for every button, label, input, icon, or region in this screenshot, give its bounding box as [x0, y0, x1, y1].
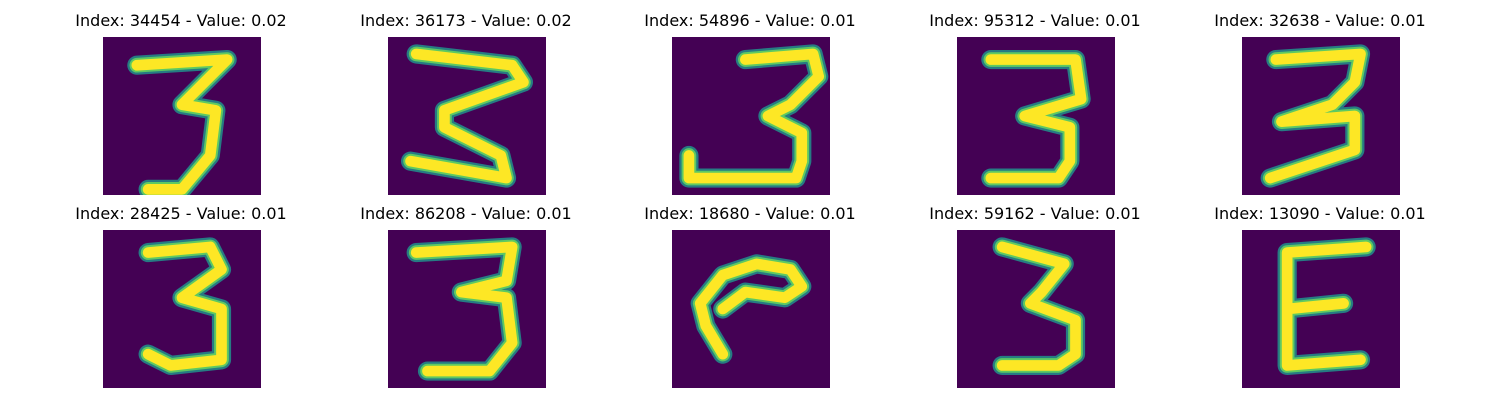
digit-image: [957, 37, 1115, 195]
panel-4: Index: 95312 - Value: 0.01: [885, 11, 1185, 195]
panel-title: Index: 59162 - Value: 0.01: [929, 204, 1141, 223]
panel-10: Index: 13090 - Value: 0.01: [1170, 204, 1470, 388]
digit-stroke: [1264, 48, 1366, 184]
digit-stroke: [142, 241, 227, 371]
panel-title: Index: 36173 - Value: 0.02: [360, 11, 572, 30]
panel-2: Index: 36173 - Value: 0.02: [316, 11, 616, 195]
digit-image: [103, 230, 261, 388]
digit-image: [388, 37, 546, 195]
panel-5: Index: 32638 - Value: 0.01: [1170, 11, 1470, 195]
digit-image: [1242, 37, 1400, 195]
panel-title: Index: 18680 - Value: 0.01: [644, 204, 856, 223]
panel-title: Index: 86208 - Value: 0.01: [360, 204, 572, 223]
digit-image: [388, 230, 546, 388]
panel-1: Index: 34454 - Value: 0.02: [31, 11, 331, 195]
panel-9: Index: 59162 - Value: 0.01: [885, 204, 1185, 388]
digit-image: [672, 37, 830, 195]
digit-stroke: [694, 258, 808, 360]
panel-title: Index: 28425 - Value: 0.01: [75, 204, 287, 223]
panel-8: Index: 18680 - Value: 0.01: [600, 204, 900, 388]
panel-3: Index: 54896 - Value: 0.01: [600, 11, 900, 195]
panel-title: Index: 32638 - Value: 0.01: [1214, 11, 1426, 30]
panel-7: Index: 86208 - Value: 0.01: [316, 204, 616, 388]
digit-stroke: [131, 54, 233, 195]
panel-title: Index: 34454 - Value: 0.02: [75, 11, 287, 30]
digit-stroke: [405, 48, 529, 184]
digit-stroke: [985, 54, 1087, 184]
digit-image: [957, 230, 1115, 388]
digit-stroke: [683, 48, 825, 184]
panel-title: Index: 95312 - Value: 0.01: [929, 11, 1141, 30]
digit-stroke: [996, 241, 1081, 371]
digit-image: [672, 230, 830, 388]
digit-stroke: [410, 241, 518, 377]
digit-image: [1242, 230, 1400, 388]
panel-title: Index: 54896 - Value: 0.01: [644, 11, 856, 30]
panel-title: Index: 13090 - Value: 0.01: [1214, 204, 1426, 223]
panel-6: Index: 28425 - Value: 0.01: [31, 204, 331, 388]
digit-stroke: [1281, 241, 1372, 371]
digit-image: [103, 37, 261, 195]
